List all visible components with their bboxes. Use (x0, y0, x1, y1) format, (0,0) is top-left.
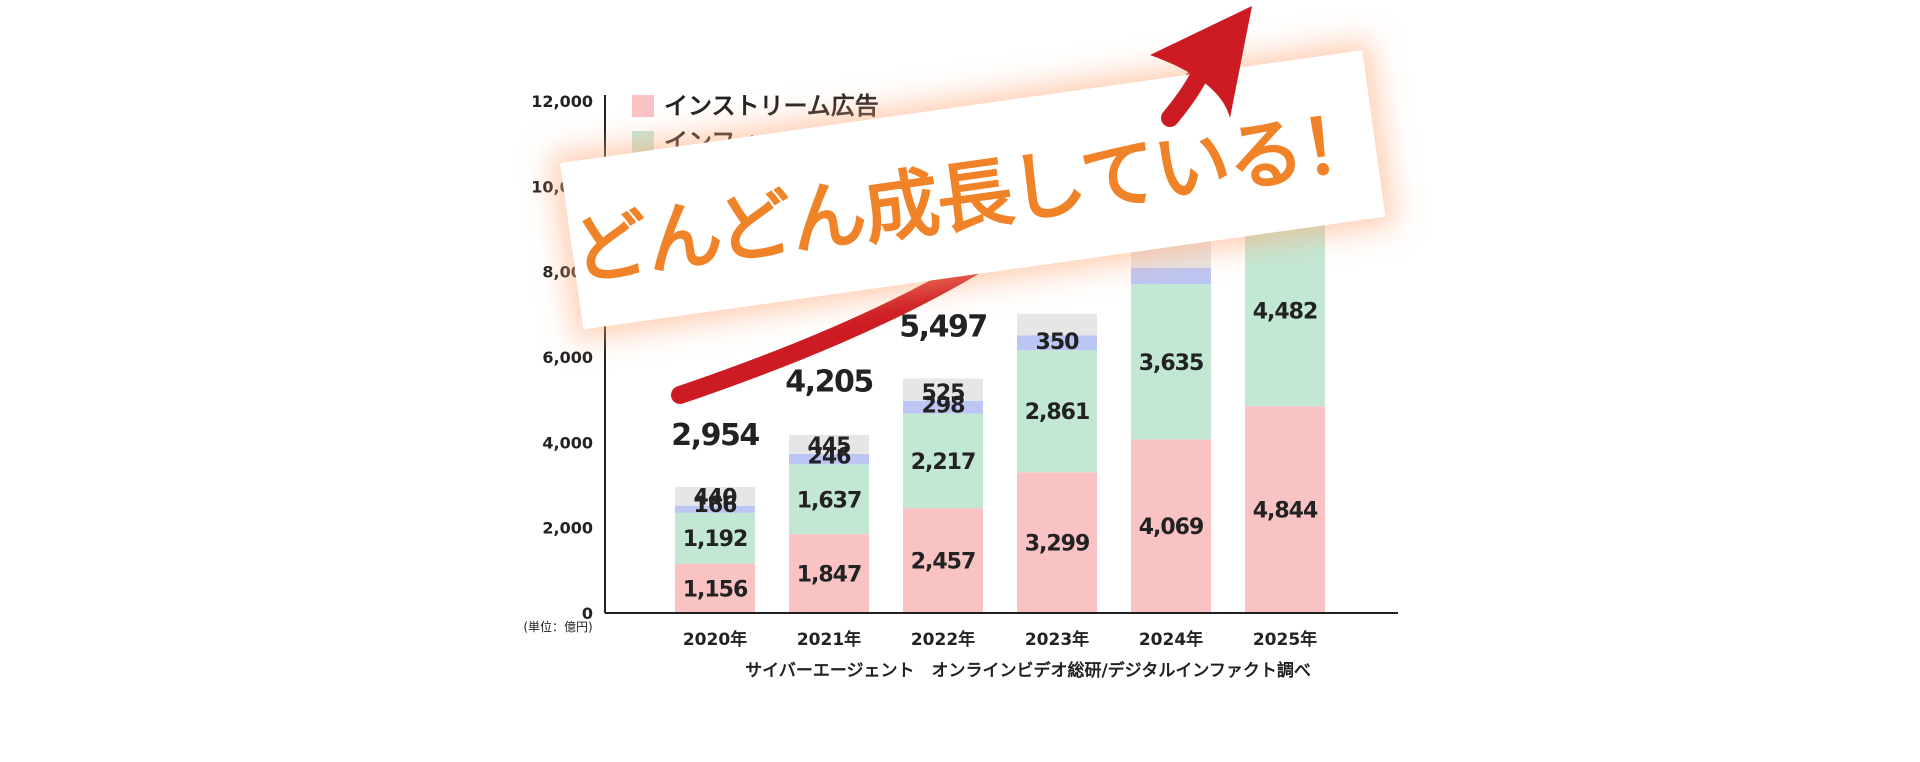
data-label: 166 (694, 493, 738, 518)
y-tick-label: 12,000 (531, 92, 593, 111)
bar-segment (789, 453, 869, 465)
bar-segment (1017, 313, 1097, 336)
y-tick-label: 6,000 (542, 348, 593, 367)
legend-swatch (632, 131, 654, 153)
total-label: 5,497 (899, 309, 986, 344)
bar-segment (903, 508, 983, 613)
legend-swatch (632, 95, 654, 117)
x-tick-label: 2022年 (911, 629, 975, 650)
bar-segment (675, 505, 755, 513)
data-label: 246 (808, 444, 852, 469)
total-label: 2,954 (671, 418, 759, 453)
bar-segment (1131, 267, 1211, 285)
y-tick-label: 4,000 (542, 433, 593, 452)
data-label: 3,635 (1139, 351, 1204, 376)
data-label: 445 (808, 434, 851, 459)
bar-segment (1131, 439, 1211, 613)
source-note: サイバーエージェント オンラインビデオ総研/デジタルインファクト調べ (745, 660, 1311, 681)
data-label: 440 (694, 486, 738, 511)
bar-segment (789, 534, 869, 613)
y-tick-label: 0 (582, 604, 593, 623)
data-label: 1,156 (683, 577, 748, 602)
x-tick-label: 2024年 (1139, 629, 1203, 650)
data-label: 525 (922, 381, 965, 406)
x-tick-label: 2023年 (1025, 629, 1089, 650)
bar-segment (1017, 335, 1097, 351)
data-label: 2,861 (1025, 400, 1090, 425)
bar-segment (675, 512, 755, 564)
bar-segment (1017, 350, 1097, 473)
unit-note: (単位：億円) (523, 619, 592, 634)
bar-segment (1245, 215, 1325, 407)
bar-segment (1131, 284, 1211, 440)
data-label: 4,844 (1253, 499, 1318, 524)
total-label: 4,205 (785, 365, 872, 400)
bar-segment (789, 434, 869, 454)
data-label: 2,217 (911, 450, 976, 475)
data-label: 2,457 (911, 550, 976, 575)
data-label: 3,299 (1025, 532, 1090, 557)
data-label: 1,192 (683, 527, 748, 552)
bar-segment (1017, 472, 1097, 613)
data-label: 4,069 (1139, 515, 1204, 540)
x-tick-label: 2021年 (797, 629, 861, 650)
bar-segment (789, 464, 869, 535)
bar-segment (1245, 406, 1325, 613)
y-tick-label: 2,000 (542, 519, 593, 538)
data-label: 298 (922, 394, 965, 419)
bar-segment (903, 413, 983, 509)
x-tick-label: 2025年 (1253, 629, 1317, 650)
data-label: 1,847 (797, 563, 862, 588)
bar-segment (675, 563, 755, 613)
x-tick-label: 2020年 (683, 629, 747, 650)
bar-segment (903, 378, 983, 401)
bar-segment (675, 486, 755, 506)
bar-segment (903, 400, 983, 414)
data-label: 4,482 (1253, 300, 1318, 325)
data-label: 350 (1036, 330, 1080, 355)
legend-label: インストリーム広告 (664, 92, 879, 120)
data-label: 1,637 (797, 488, 862, 513)
